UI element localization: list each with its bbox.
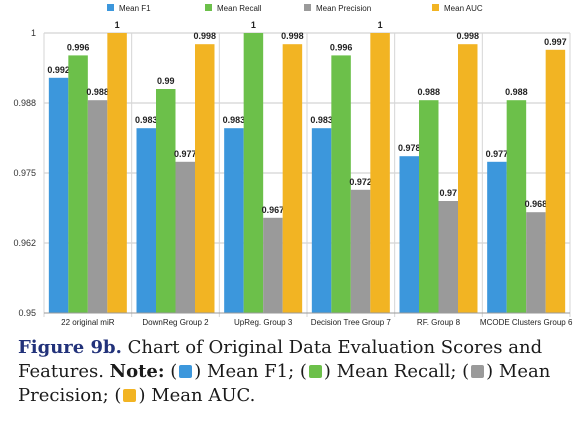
caption-item-precision: Mean Precision; xyxy=(18,361,551,406)
bar-value-label: 0.998 xyxy=(193,31,216,41)
y-tick-label: 0.988 xyxy=(13,98,36,108)
bar xyxy=(224,128,244,313)
bar xyxy=(87,100,108,313)
legend-swatch xyxy=(205,4,212,11)
bar-value-label: 0.97 xyxy=(439,188,457,198)
legend-label: Mean Precision xyxy=(316,4,371,13)
legend-swatch xyxy=(107,4,114,11)
caption-note-label: Note: xyxy=(109,361,165,382)
bar-value-label: 1 xyxy=(378,20,383,30)
bar-value-label: 0.997 xyxy=(544,37,567,47)
bar xyxy=(263,217,283,313)
bar-value-label: 0.988 xyxy=(505,87,528,97)
legend-label: Mean Recall xyxy=(217,4,262,13)
legend-label: Mean AUC xyxy=(444,4,483,13)
bar-value-label: 0.967 xyxy=(262,205,285,215)
caption-item-auc: Mean AUC. xyxy=(151,385,256,406)
bar xyxy=(458,44,478,313)
bar xyxy=(438,201,458,313)
caption-swatch-precision xyxy=(471,365,485,378)
bar-value-label: 0.996 xyxy=(330,42,353,52)
x-tick-label: RF. Group 8 xyxy=(417,318,461,327)
bar-chart: 0.95 0.962 0.975 0.988 1 0.992 0.996 0.988 1 22 o… xyxy=(13,4,573,327)
bar-value-label: 0.988 xyxy=(417,87,440,97)
y-tick-label: 0.95 xyxy=(18,308,36,318)
y-tick-label: 0.975 xyxy=(13,168,36,178)
bar-value-label: 0.972 xyxy=(349,177,372,187)
bar xyxy=(331,55,351,314)
bar xyxy=(68,55,88,314)
bar xyxy=(311,128,332,313)
x-tick-label: Decision Tree Group 7 xyxy=(311,318,392,327)
bar xyxy=(350,189,371,313)
bar-value-label: 0.992 xyxy=(47,65,70,75)
caption-swatch-auc xyxy=(123,389,137,402)
bar xyxy=(107,33,127,313)
x-tick-label: 22 original miR xyxy=(61,318,115,327)
x-tick-label: DownReg Group 2 xyxy=(142,318,209,327)
bar-value-label: 1 xyxy=(115,20,120,30)
bar-value-label: 0.968 xyxy=(525,199,548,209)
caption-item-f1: Mean F1; xyxy=(207,361,295,382)
caption-text: Chart of Original Data Evaluation Scores… xyxy=(18,337,543,382)
caption-swatch-recall xyxy=(308,365,322,378)
bar-value-label: 0.977 xyxy=(486,149,509,159)
bar-value-label: 0.977 xyxy=(174,149,197,159)
x-tick-label: MCODE Clusters Group 6 xyxy=(480,318,573,327)
bar xyxy=(487,161,507,313)
bar-value-label: 0.983 xyxy=(223,115,246,125)
bar xyxy=(370,33,390,313)
legend-swatch xyxy=(432,4,439,11)
bar xyxy=(399,156,419,313)
bar xyxy=(48,77,69,313)
bar xyxy=(506,100,527,313)
bar xyxy=(175,161,195,313)
bar xyxy=(243,33,264,313)
y-tick-label: 1 xyxy=(31,28,36,38)
bar xyxy=(282,44,303,313)
bar-value-label: 0.99 xyxy=(157,76,175,86)
bar-value-label: 0.998 xyxy=(281,31,304,41)
bar xyxy=(545,49,566,314)
legend-swatch xyxy=(304,4,311,11)
caption-label: Figure 9b. xyxy=(18,337,122,358)
bar xyxy=(526,212,546,313)
caption-item-recall: Mean Recall; xyxy=(336,361,457,382)
bar xyxy=(419,100,439,313)
bar xyxy=(136,128,156,313)
y-tick-label: 0.962 xyxy=(13,238,36,248)
bar-value-label: 0.998 xyxy=(456,31,479,41)
bar xyxy=(156,89,176,313)
bar-value-label: 0.983 xyxy=(310,115,333,125)
bar-value-label: 0.988 xyxy=(86,87,109,97)
bar xyxy=(195,44,215,313)
bar-value-label: 1 xyxy=(251,20,256,30)
bar-value-label: 0.996 xyxy=(67,42,90,52)
bar-value-label: 0.978 xyxy=(398,143,421,153)
caption-swatch-f1 xyxy=(179,365,193,378)
legend-label: Mean F1 xyxy=(119,4,151,13)
figure-caption: Figure 9b. Chart of Original Data Evalua… xyxy=(18,337,551,406)
x-tick-label: UpReg. Group 3 xyxy=(234,318,293,327)
bar-value-label: 0.983 xyxy=(135,115,158,125)
